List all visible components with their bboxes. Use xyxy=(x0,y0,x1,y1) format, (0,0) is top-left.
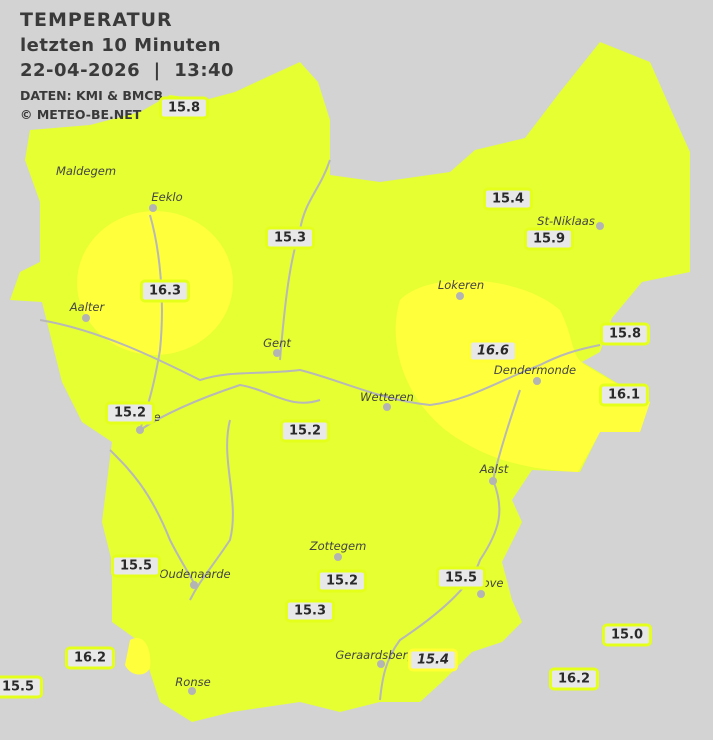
temperature-station-label[interactable]: 15.9 xyxy=(523,227,575,251)
city-label: ove xyxy=(482,576,504,590)
warm-zone-southwest xyxy=(125,638,151,675)
city-label: Lokeren xyxy=(437,278,485,292)
temperature-station-label[interactable]: 16.1 xyxy=(598,383,650,407)
temperature-station-label[interactable]: 15.5 xyxy=(110,554,162,578)
temperature-station-label[interactable]: 15.4 xyxy=(407,648,459,672)
city-marker xyxy=(377,660,385,668)
city-marker xyxy=(489,477,497,485)
city-marker xyxy=(383,403,391,411)
temperature-station-label[interactable]: 15.0 xyxy=(601,623,653,647)
city-label: Oudenaarde xyxy=(159,567,231,581)
city-label: Geraardsberg xyxy=(335,648,415,662)
city-label: Zottegem xyxy=(309,539,367,553)
city-marker xyxy=(273,349,281,357)
map-title: TEMPERATUR xyxy=(20,9,173,31)
temperature-station-label[interactable]: 15.4 xyxy=(482,187,534,211)
city-marker xyxy=(190,581,198,589)
city-label: Maldegem xyxy=(55,164,117,178)
temperature-station-label[interactable]: 16.3 xyxy=(139,279,191,303)
city-marker xyxy=(82,314,90,322)
temperature-station-label[interactable]: 15.2 xyxy=(316,569,368,593)
city-marker xyxy=(188,687,196,695)
temperature-station-label[interactable]: 16.2 xyxy=(64,646,116,670)
city-label: Aalter xyxy=(69,300,105,314)
city-marker xyxy=(149,204,157,212)
map-subtitle: letzten 10 Minuten xyxy=(20,35,222,56)
city-marker xyxy=(456,292,464,300)
temperature-station-label[interactable]: 15.8 xyxy=(158,96,210,120)
city-marker xyxy=(334,553,342,561)
temperature-station-label[interactable]: 15.5 xyxy=(0,675,44,699)
city-marker xyxy=(596,222,604,230)
city-marker xyxy=(136,426,144,434)
temperature-station-label[interactable]: 15.5 xyxy=(435,566,487,590)
city-label: Eeklo xyxy=(151,190,183,204)
city-label: Gent xyxy=(263,336,291,350)
city-marker xyxy=(533,377,541,385)
copyright: © METEO-BE.NET xyxy=(20,107,142,122)
city-label: Wetteren xyxy=(360,390,414,404)
city-label: e xyxy=(153,410,161,424)
city-label: St-Niklaas xyxy=(537,214,595,228)
rivers xyxy=(39,159,601,701)
city-marker xyxy=(477,590,485,598)
city-label: Dendermonde xyxy=(493,363,577,377)
warm-zone-east xyxy=(395,280,650,472)
map-datetime: 22-04-2026 | 13:40 xyxy=(20,60,235,81)
temperature-station-label[interactable]: 15.3 xyxy=(284,599,336,623)
temperature-station-label[interactable]: 16.2 xyxy=(548,667,600,691)
temperature-station-label[interactable]: 15.2 xyxy=(279,419,331,443)
temperature-station-label[interactable]: 16.6 xyxy=(467,339,519,363)
data-source: DATEN: KMI & BMCB xyxy=(20,88,164,103)
city-label: Ronse xyxy=(175,675,211,689)
temperature-station-label[interactable]: 15.8 xyxy=(599,322,651,346)
temperature-station-label[interactable]: 15.3 xyxy=(264,226,316,250)
temperature-station-label[interactable]: 15.2 xyxy=(104,401,156,425)
city-label: Aalst xyxy=(479,462,509,476)
province-area xyxy=(10,42,690,722)
